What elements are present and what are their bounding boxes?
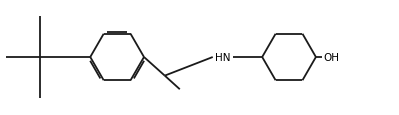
Text: OH: OH	[323, 53, 339, 62]
Text: HN: HN	[215, 53, 231, 62]
